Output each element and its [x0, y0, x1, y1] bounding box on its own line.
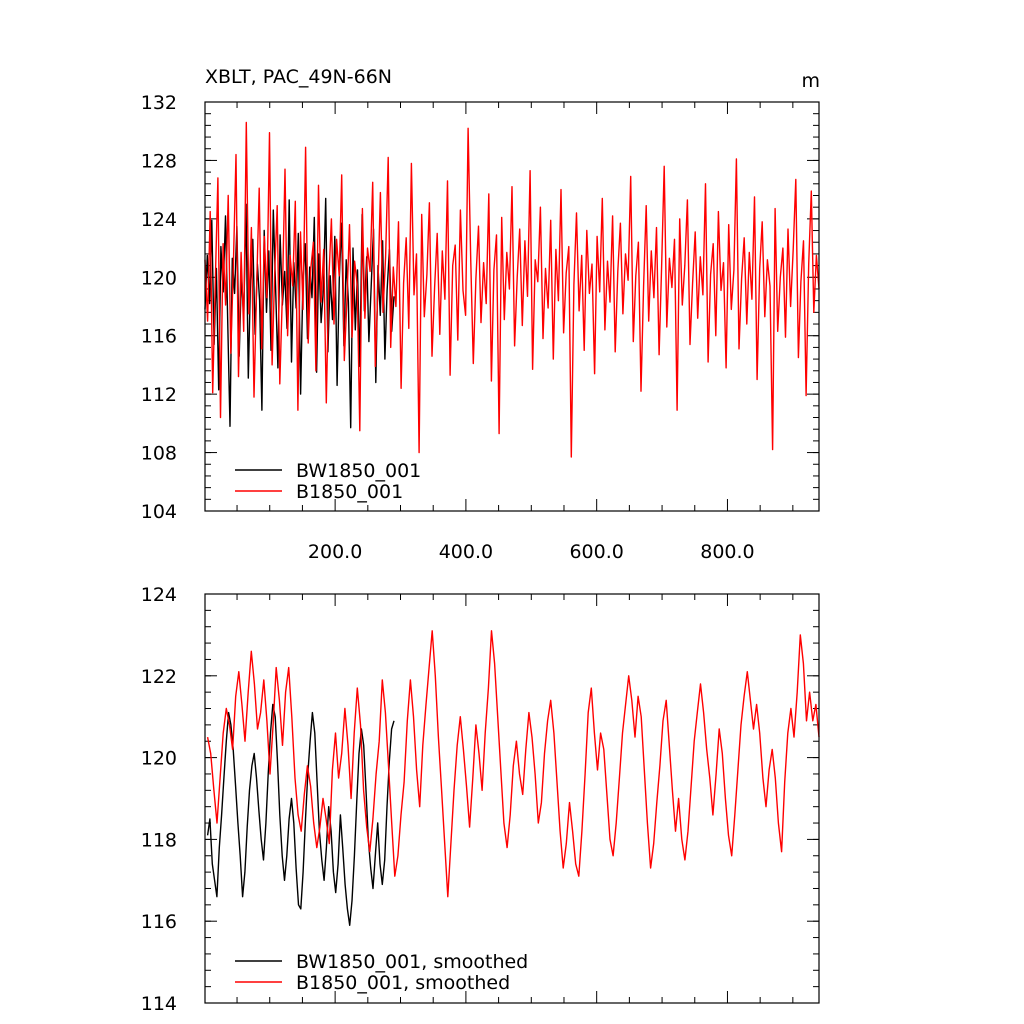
- top-panel: XBLT, PAC_49N-66N m 104 108 112 116 120 124 12…: [141, 66, 820, 563]
- top-legend-label-bw: BW1850_001: [296, 460, 421, 482]
- top-panel-series: [204, 121, 820, 458]
- bottom-series-bw1850-line: [206, 703, 395, 926]
- bottom-series-b1850-line: [206, 630, 820, 898]
- top-xtick-label: 800.0: [700, 541, 754, 563]
- top-ytick-label: 120: [141, 267, 177, 289]
- top-panel-ticks: 104 108 112 116 120 124 128 132 200.0 400.0 600.0 8…: [141, 92, 819, 563]
- top-ytick-label: 128: [141, 150, 177, 172]
- top-ytick-label: 116: [141, 326, 177, 348]
- bottom-ytick-label: 118: [141, 829, 177, 851]
- top-series-b1850-line: [204, 121, 820, 458]
- top-ytick-label: 124: [141, 209, 177, 231]
- bottom-panel: 114 116 118 120 122 124 BW1850_001, smoothed …: [141, 584, 820, 1015]
- top-xtick-label: 600.0: [569, 541, 623, 563]
- top-ytick-label: 108: [141, 443, 177, 465]
- bottom-panel-frame: [204, 593, 820, 1004]
- top-panel-frame: [204, 101, 820, 512]
- bottom-ytick-label: 116: [141, 911, 177, 933]
- top-ytick-label: 104: [141, 501, 177, 523]
- bottom-ytick-label: 124: [141, 584, 177, 606]
- top-xtick-label: 400.0: [439, 541, 493, 563]
- top-ytick-label: 132: [141, 92, 177, 114]
- top-legend-label-b: B1850_001: [296, 481, 403, 503]
- bottom-ytick-label: 114: [141, 993, 177, 1015]
- bottom-panel-legend: BW1850_001, smoothed B1850_001, smoothed: [235, 951, 528, 994]
- bottom-ytick-label: 120: [141, 748, 177, 770]
- bottom-legend-label-b: B1850_001, smoothed: [296, 972, 510, 994]
- bottom-panel-series: [206, 630, 820, 926]
- top-panel-units: m: [801, 70, 820, 92]
- top-ytick-label: 112: [141, 384, 177, 406]
- top-panel-legend: BW1850_001 B1850_001: [235, 460, 421, 503]
- top-xtick-label: 200.0: [308, 541, 362, 563]
- bottom-legend-label-bw: BW1850_001, smoothed: [296, 951, 528, 973]
- top-panel-title: XBLT, PAC_49N-66N: [205, 66, 392, 88]
- bottom-ytick-label: 122: [141, 666, 177, 688]
